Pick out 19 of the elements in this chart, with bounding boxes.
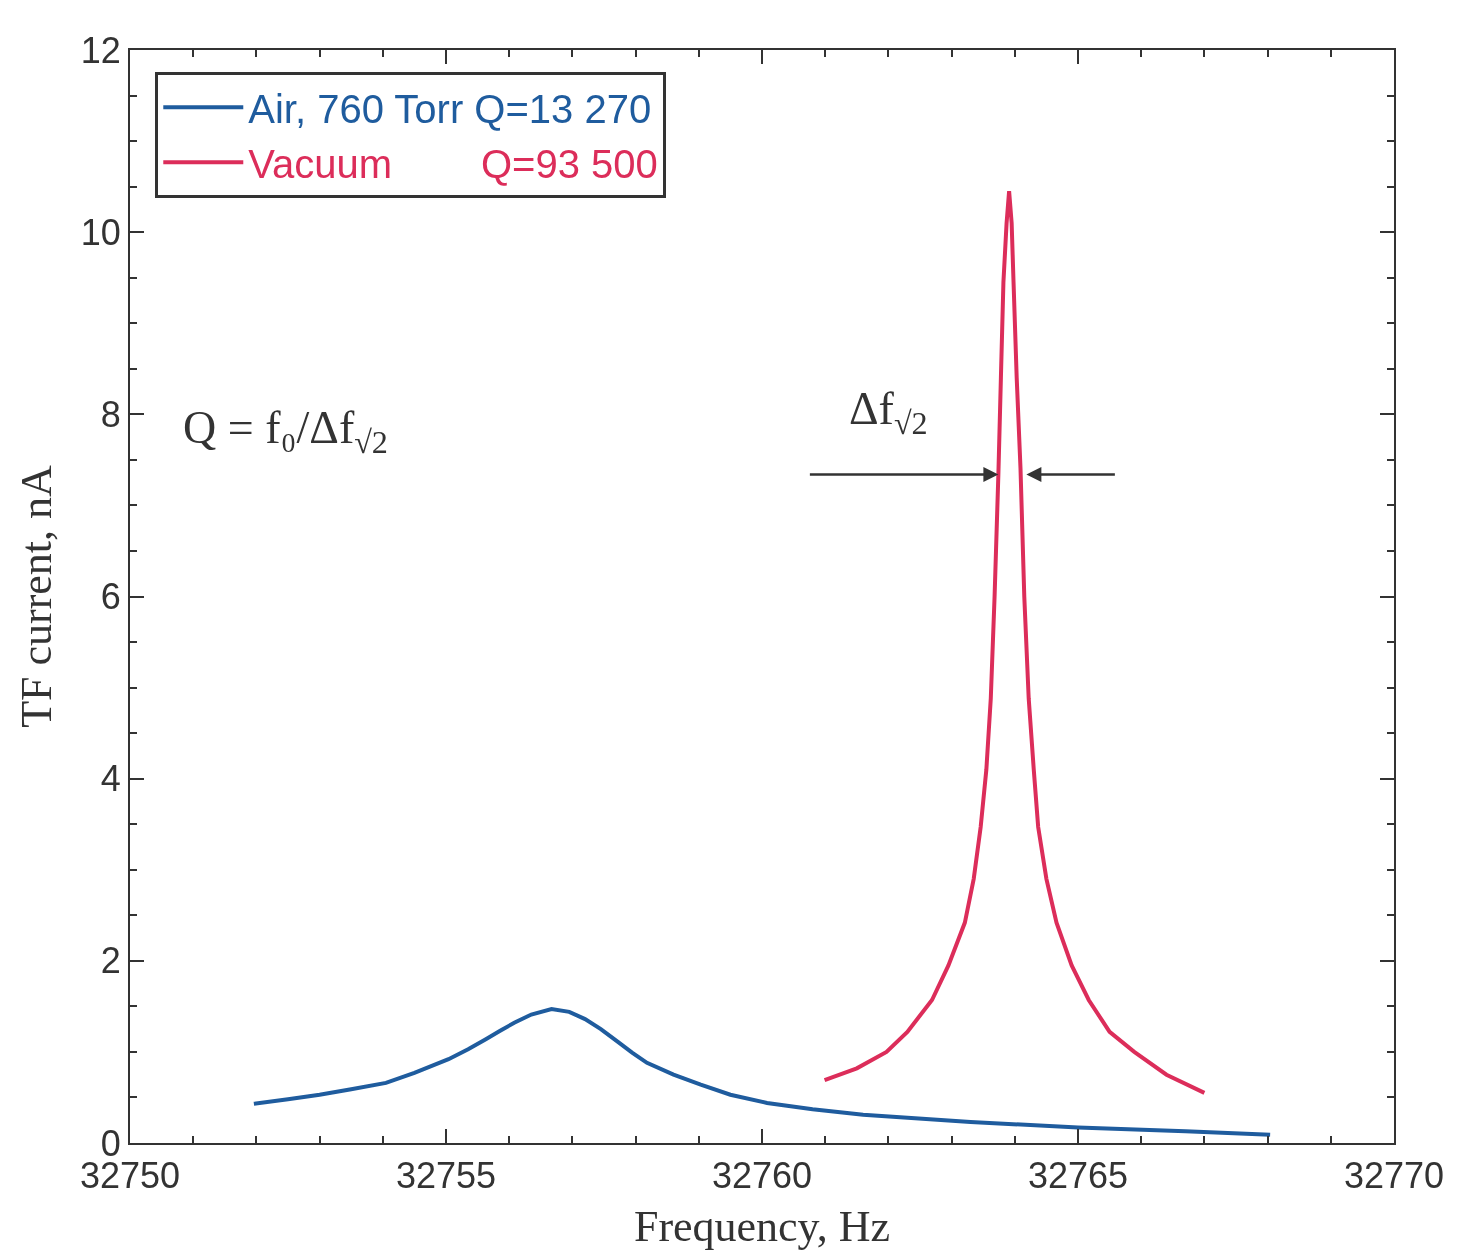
line-series bbox=[251, 1007, 1273, 1137]
y-axis-title: TF current, nA bbox=[12, 464, 62, 728]
y-tick-label: 4 bbox=[100, 758, 121, 800]
x-tick-label: 32755 bbox=[395, 1155, 497, 1197]
annotation: Q = f₀/Δf$_{√2}$ bbox=[183, 402, 388, 460]
x-tick-label: 32770 bbox=[1343, 1155, 1445, 1197]
x-tick-label: 32760 bbox=[711, 1155, 813, 1197]
legend-label: Air, 760 Torr Q=13 270 bbox=[248, 86, 652, 131]
x-tick-label: 32765 bbox=[1027, 1155, 1129, 1197]
line-series bbox=[822, 189, 1207, 1095]
y-tick-label: 10 bbox=[80, 211, 121, 253]
annotation: Δf$_{√2}$ bbox=[849, 383, 928, 441]
y-tick-label: 12 bbox=[80, 29, 121, 71]
y-tick-label: 2 bbox=[100, 940, 121, 982]
y-tick-label: 8 bbox=[100, 393, 121, 435]
x-tick-label: 32750 bbox=[79, 1155, 181, 1197]
x-axis-title: Frequency, Hz bbox=[633, 1202, 891, 1251]
y-tick-label: 6 bbox=[100, 576, 121, 618]
legend-label: Vacuum Q=93 500 bbox=[248, 141, 658, 186]
